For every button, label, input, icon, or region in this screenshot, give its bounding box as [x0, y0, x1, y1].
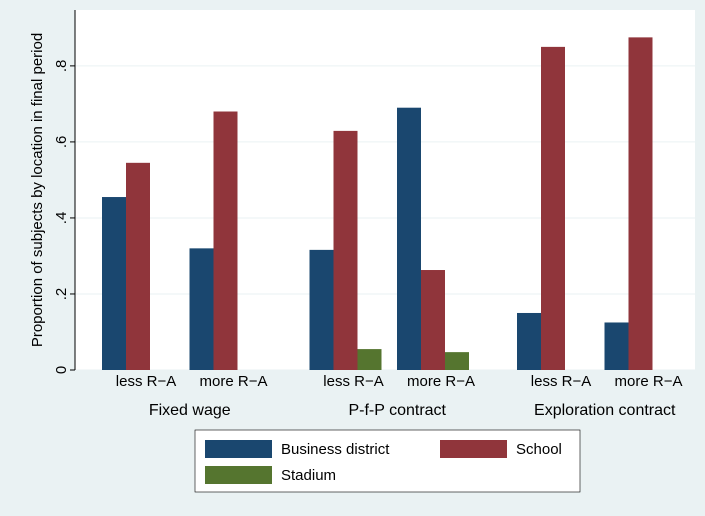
bar	[604, 322, 629, 370]
y-tick-label: .8	[53, 60, 70, 73]
legend-label: School	[516, 441, 562, 458]
y-tick-label: .4	[53, 212, 70, 225]
bar	[445, 352, 469, 370]
legend-swatch	[205, 440, 272, 458]
x-tick-label: more R−A	[407, 373, 475, 390]
bar	[628, 37, 653, 371]
bar	[333, 130, 358, 370]
plot-area	[75, 10, 695, 370]
x-tick-label: more R−A	[200, 373, 268, 390]
y-axis-label: Proportion of subjects by location in fi…	[29, 33, 46, 347]
x-tick-label: less R−A	[323, 373, 383, 390]
x-tick-label: less R−A	[531, 373, 591, 390]
bar	[102, 197, 126, 370]
bar	[213, 111, 238, 370]
bar	[126, 162, 150, 370]
bar	[397, 107, 421, 370]
bar	[189, 248, 214, 370]
legend-label: Stadium	[281, 467, 336, 484]
bar	[517, 312, 541, 370]
group-label: P-f-P contract	[348, 402, 446, 419]
x-tick-label: less R−A	[116, 373, 176, 390]
bar	[309, 249, 334, 370]
bar	[421, 270, 445, 370]
y-tick-label: 0	[53, 366, 70, 374]
group-label: Fixed wage	[149, 402, 231, 419]
legend-swatch	[440, 440, 507, 458]
x-tick-label: more R−A	[615, 373, 683, 390]
y-tick-label: .6	[53, 136, 70, 149]
y-tick-label: .2	[53, 288, 70, 301]
group-label: Exploration contract	[534, 402, 676, 419]
bar	[541, 46, 565, 371]
legend-label: Business district	[281, 441, 390, 458]
bar	[357, 349, 382, 370]
legend-swatch	[205, 466, 272, 484]
